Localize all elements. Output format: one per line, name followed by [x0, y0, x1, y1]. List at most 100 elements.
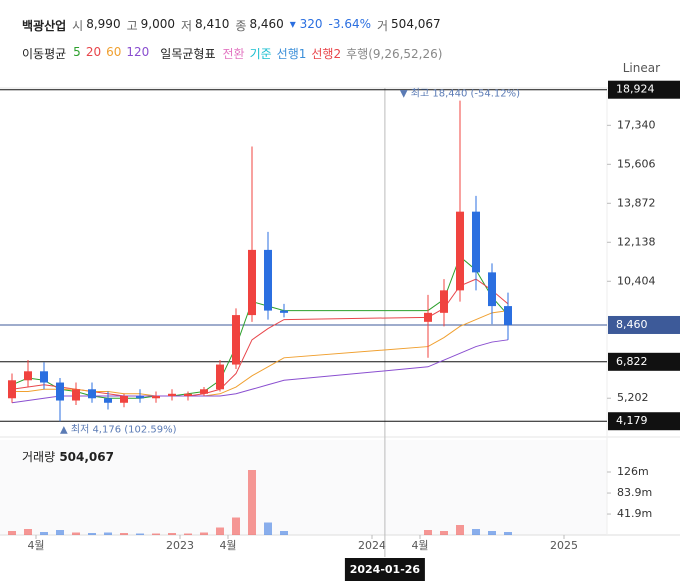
volume-bar	[232, 517, 240, 535]
volume-bar	[504, 532, 512, 535]
candle-body	[104, 398, 112, 403]
field-value: 8,990	[86, 17, 121, 31]
x-tick-label: 4월	[219, 539, 236, 552]
x-tick-label: 4월	[27, 539, 44, 552]
candle-body	[264, 249, 272, 311]
candle-body	[40, 371, 48, 383]
price-label: 18,924	[616, 83, 655, 96]
crosshair-box	[344, 558, 425, 581]
ma-title: 이동평균	[22, 47, 67, 61]
candle-body	[488, 272, 496, 307]
candle-body	[280, 310, 288, 313]
volume-bar	[248, 470, 256, 535]
candle-body	[184, 393, 192, 397]
price-box	[608, 352, 680, 371]
volume-bar	[152, 533, 160, 535]
price-box	[608, 80, 680, 99]
candle-body	[88, 389, 96, 399]
y-tick-label: 5,202	[617, 391, 649, 404]
price-box	[608, 412, 680, 431]
ma-line	[12, 310, 509, 397]
candle-body	[456, 211, 464, 291]
legend-entry: 선행1	[276, 47, 307, 61]
legend-entry: 20	[85, 45, 102, 59]
candle-body	[24, 371, 32, 381]
volume-bar	[472, 529, 480, 535]
volume-panel-bg	[0, 440, 607, 535]
price-box	[608, 315, 680, 334]
price-label: 4,179	[616, 414, 648, 427]
volume-tick-label: 126m	[617, 465, 649, 478]
volume-bar	[488, 531, 496, 535]
volume-bar	[88, 533, 96, 535]
candle-body	[216, 364, 224, 390]
stock-name: 백광산업	[22, 19, 67, 33]
annotation: ▼ 최고 18,440 (-54.12%)	[400, 88, 520, 100]
scale-mode[interactable]: Linear	[622, 61, 660, 75]
volume-bar	[200, 532, 208, 535]
close-value: 8,460	[249, 17, 284, 31]
x-tick-label: 2025	[550, 539, 578, 552]
volume-value: 504,067	[391, 17, 441, 31]
ma-line	[11, 278, 509, 397]
y-tick-label: 15,606	[617, 157, 656, 170]
legend-entry: 선행2	[311, 47, 342, 61]
candle-body	[472, 211, 480, 273]
ichimoku-title: 일목균형표	[160, 47, 216, 61]
field-label: 거	[377, 19, 389, 33]
volume-label: 거래량	[22, 450, 55, 464]
x-tick-label: 4월	[411, 539, 428, 552]
candle-body	[232, 315, 240, 365]
legend-entry: 120	[126, 45, 150, 59]
indicator-legend: 이동평균 5 20 60 120 일목균형표 전환 기준 선행1 선행2 후행(9,26,52,26…	[22, 45, 442, 62]
volume-tick-label: 41.9m	[617, 507, 652, 520]
legend-entry: 5	[73, 45, 81, 59]
y-tick-label: 13,872	[617, 196, 656, 209]
price-label: 6,822	[616, 355, 648, 368]
price-label: 8,460	[616, 318, 648, 331]
legend-entry: 후행(9,26,52,26)	[346, 47, 443, 61]
volume-bar	[120, 533, 128, 535]
field-label: 시	[72, 19, 84, 33]
legend-entry: 60	[106, 45, 122, 59]
y-tick-label: 17,340	[617, 118, 656, 131]
volume-bar	[104, 532, 112, 535]
field-label: 저	[180, 19, 193, 33]
x-tick-label: 2024	[358, 539, 386, 552]
volume-bar	[456, 525, 464, 535]
volume-bar	[440, 531, 448, 535]
candle-body	[168, 393, 176, 397]
candle-body	[504, 306, 512, 325]
volume-bar	[72, 532, 80, 535]
volume-bar	[40, 532, 48, 535]
candle-body	[424, 312, 432, 322]
candle-body	[248, 249, 256, 316]
volume-bar	[216, 527, 224, 535]
volume-bar	[56, 530, 64, 535]
volume-bar	[168, 533, 176, 535]
quote-header: 백광산업 시 8,990 고 9,000 저 8,410 종 8,460 ▾ 320 -3.64%…	[22, 17, 441, 34]
volume-bar	[24, 529, 32, 535]
volume-last: 504,067	[59, 450, 114, 464]
volume-bar	[264, 522, 272, 535]
change: ▾ 320	[289, 17, 323, 31]
volume-bar	[280, 531, 288, 535]
volume-bar	[424, 530, 432, 535]
legend-entry: 기준	[249, 47, 272, 61]
crosshair-label: 2024-01-26	[350, 563, 421, 576]
candle-body	[440, 290, 448, 313]
ma-line	[11, 255, 509, 399]
volume-bar	[8, 531, 16, 535]
legend-entry: 전환	[222, 47, 245, 61]
candle-body	[200, 389, 208, 394]
volume-bar	[184, 533, 192, 535]
field-label: 고	[126, 19, 138, 33]
candle-body	[120, 396, 128, 403]
volume-tick-label: 83.9m	[617, 486, 652, 499]
candle-body	[136, 396, 144, 399]
y-tick-label: 12,138	[617, 235, 656, 248]
field-label: 종	[235, 19, 247, 33]
annotation: ▲ 최저 4,176 (102.59%)	[60, 423, 177, 435]
change-pct: -3.64%	[328, 17, 371, 31]
